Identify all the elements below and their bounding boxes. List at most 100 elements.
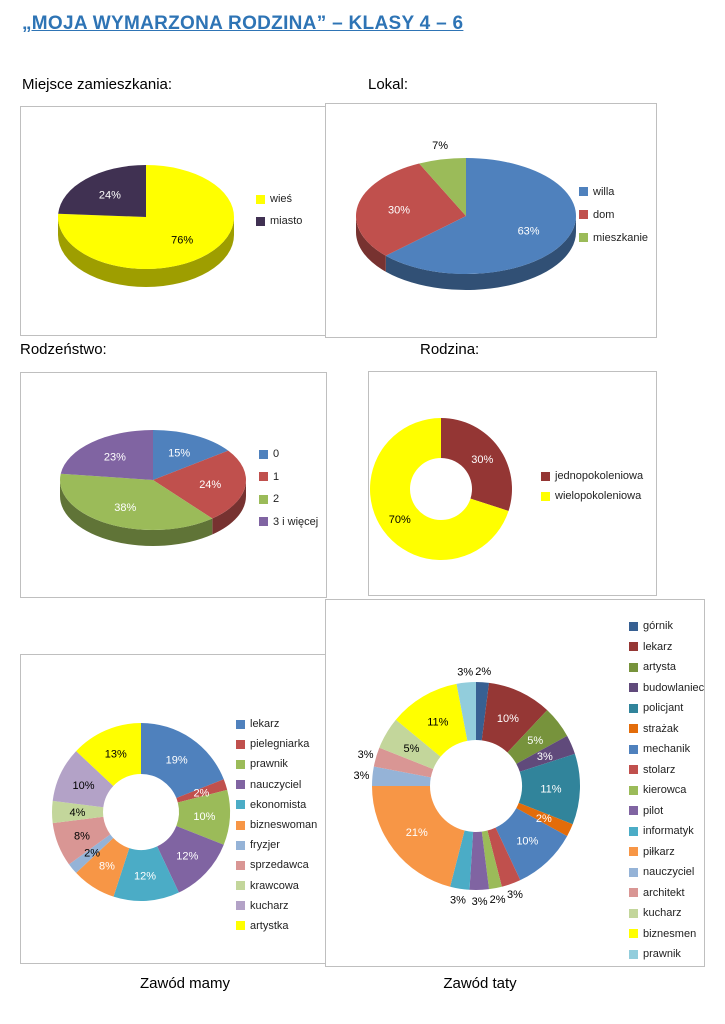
- donut-slice-5: [516, 802, 573, 837]
- legend-label: piłkarz: [643, 845, 675, 858]
- legend-swatch: [629, 703, 638, 713]
- legend-swatch: [236, 901, 245, 911]
- donut-slice-0: [476, 682, 490, 741]
- legend-label: kucharz: [643, 907, 682, 920]
- slice-label-1: 24%: [199, 479, 221, 491]
- slice-label-6: 10%: [516, 836, 538, 848]
- legend-swatch: [579, 210, 588, 219]
- donut-slice-10: [450, 830, 474, 890]
- legend-rodzenstwo: 0 1 2 3 i więcej: [259, 443, 318, 533]
- legend-swatch: [541, 471, 550, 481]
- legend-item-zawod-taty-0: górnik: [629, 616, 704, 637]
- legend-swatch: [236, 780, 245, 790]
- legend-item-zawod-mamy-7: sprzedawca: [236, 855, 317, 875]
- donut-slice-8: [481, 830, 502, 890]
- legend-item-zawod-mamy-1: pielegniarka: [236, 734, 317, 754]
- legend-label: biznesmen: [643, 927, 697, 940]
- slice-label-8: 4%: [70, 807, 86, 819]
- chart-box-lokal: 63% 30% 7% willa dom mieszkanie: [325, 103, 657, 338]
- legend-lokal: willa dom mieszkanie: [579, 180, 648, 249]
- legend-swatch: [236, 840, 245, 850]
- legend-item-miejsce-1: miasto: [256, 210, 302, 232]
- slice-label-2: 10%: [193, 811, 215, 823]
- legend-item-zawod-taty-11: piłkarz: [629, 842, 704, 863]
- donut-slice-6: [495, 808, 568, 881]
- legend-label: artystka: [250, 919, 289, 932]
- donut-slice-10: [76, 723, 141, 786]
- slice-label-2: 7%: [432, 140, 448, 152]
- slice-label-0: 76%: [171, 235, 193, 247]
- legend-label: budowlaniec: [643, 681, 705, 694]
- slice-label-1: 30%: [388, 204, 410, 216]
- slice-label-1: 2%: [193, 787, 209, 799]
- legend-rodzina: jednopokoleniowa wielopokoleniowa: [541, 466, 643, 506]
- slice-label-1: 24%: [99, 189, 121, 201]
- slice-label-4: 11%: [540, 783, 561, 795]
- legend-item-rodzenstwo-2: 2: [259, 488, 318, 511]
- pie-slice-side-1: [356, 216, 386, 272]
- slice-label-0: 2%: [475, 666, 491, 678]
- legend-zawod-taty: górnik lekarz artysta budowlaniec policjant s…: [629, 616, 704, 965]
- legend-label: sprzedawca: [250, 859, 309, 872]
- chart-box-zawod-taty: 2% 10% 5% 3% 11% 2% 10% 3% 2% 3% 3% 21% 3% 3% 5% 11% 3% …: [325, 599, 705, 967]
- legend-zawod-mamy: lekarz pielegniarka prawnik nauczyciel ekono…: [236, 714, 317, 936]
- slice-label-1: 70%: [389, 514, 411, 526]
- legend-label: ekonomista: [250, 798, 307, 811]
- donut-slice-12: [372, 766, 431, 786]
- donut-slice-7: [52, 816, 111, 865]
- donut-slice-9: [52, 751, 114, 808]
- slice-label-3: 3%: [537, 751, 553, 763]
- legend-item-zawod-taty-10: informatyk: [629, 821, 704, 842]
- legend-item-zawod-taty-7: stolarz: [629, 760, 704, 781]
- chart-box-zawod-mamy: 19% 2% 10% 12% 12% 8% 2% 8% 4% 10% 13% lekarz piele…: [20, 654, 332, 964]
- legend-label: nauczyciel: [643, 866, 695, 879]
- legend-swatch: [629, 806, 638, 816]
- doughnut-chart-zawod-mamy: 19% 2% 10% 12% 12% 8% 2% 8% 4% 10% 13%: [51, 723, 230, 901]
- donut-slice-0: [441, 418, 512, 511]
- legend-item-lokal-1: dom: [579, 203, 648, 226]
- caption-zawod-taty: Zawód taty: [443, 975, 517, 992]
- legend-label: strażak: [643, 722, 679, 735]
- legend-label: bizneswoman: [250, 819, 318, 832]
- legend-swatch: [629, 949, 638, 959]
- legend-item-zawod-taty-12: nauczyciel: [629, 862, 704, 883]
- legend-item-zawod-mamy-4: ekonomista: [236, 795, 317, 815]
- slice-label-2: 38%: [114, 502, 136, 514]
- donut-slice-8: [51, 800, 104, 824]
- slice-label-14: 5%: [403, 743, 419, 755]
- donut-slice-1: [176, 779, 228, 803]
- pie-chart-rodzenstwo: 15% 24% 38% 23%: [60, 430, 246, 546]
- doughnut-chart-zawod-taty: 2%10%5%3%11%2%10%3%2%3%3%21%3%3%5%11%3%: [354, 666, 580, 908]
- legend-swatch: [629, 867, 638, 877]
- slice-label-11: 21%: [406, 827, 428, 839]
- donut-slice-1: [370, 418, 509, 560]
- legend-item-zawod-taty-4: policjant: [629, 698, 704, 719]
- legend-label: 3 i więcej: [273, 515, 319, 528]
- legend-swatch: [629, 744, 638, 754]
- legend-item-rodzenstwo-0: 0: [259, 443, 318, 466]
- legend-item-zawod-mamy-9: kucharz: [236, 896, 317, 916]
- donut-slice-3: [157, 825, 224, 893]
- legend-item-lokal-2: mieszkanie: [579, 226, 648, 249]
- pie-slice-0: [153, 430, 229, 480]
- legend-item-zawod-taty-6: mechanik: [629, 739, 704, 760]
- legend-swatch: [629, 621, 638, 631]
- chart-box-miejsce-zamieszkania: 76% 24% wieś miasto: [20, 106, 327, 336]
- legend-swatch: [236, 800, 245, 810]
- slice-label-9: 10%: [73, 780, 95, 792]
- legend-label: krawcowa: [250, 879, 299, 892]
- legend-swatch: [236, 860, 245, 870]
- legend-label: 0: [273, 448, 280, 461]
- legend-label: stolarz: [643, 763, 676, 776]
- donut-slice-4: [518, 753, 580, 825]
- legend-label: miasto: [270, 215, 303, 227]
- slice-label-0: 15%: [168, 447, 190, 459]
- page-title: „MOJA WYMARZONA RODZINA” – KLASY 4 – 6: [22, 13, 464, 34]
- donut-slice-4: [113, 846, 179, 901]
- legend-label: mieszkanie: [593, 231, 649, 244]
- pie-chart-miejsce-zamieszkania: 76% 24%: [58, 165, 234, 287]
- legend-label: górnik: [643, 620, 673, 633]
- legend-swatch: [236, 921, 245, 931]
- pie-slice-side-0: [58, 217, 234, 287]
